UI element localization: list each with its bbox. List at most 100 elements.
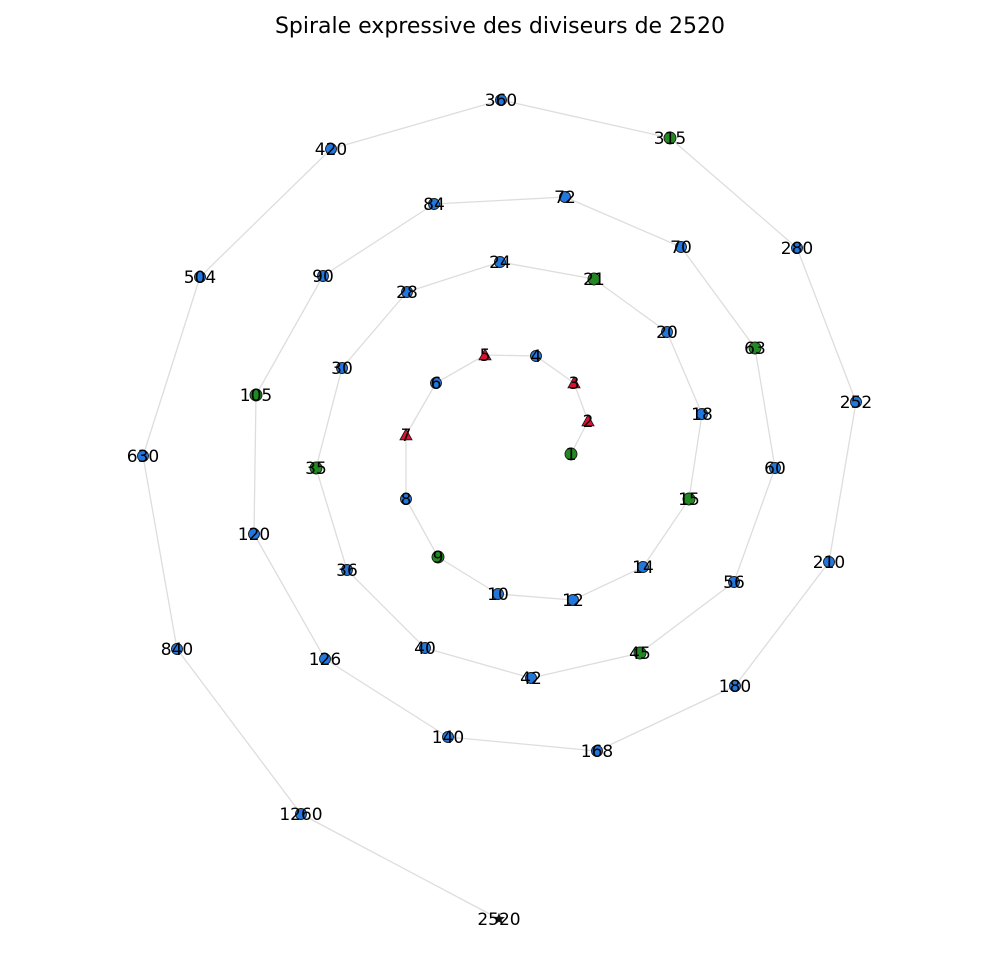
spiral-path xyxy=(142,99,857,920)
spiral-segment xyxy=(499,261,595,280)
point-marker-315 xyxy=(663,131,677,145)
point-marker-280 xyxy=(791,242,803,254)
point-marker-840 xyxy=(171,643,183,655)
point-label-10: 10 xyxy=(487,585,509,605)
point-marker-9 xyxy=(431,550,445,564)
point-marker-126 xyxy=(319,653,331,665)
point-marker-15 xyxy=(682,492,696,506)
point-marker-60 xyxy=(769,462,781,474)
spiral-segment xyxy=(300,813,500,920)
spiral-segment xyxy=(433,196,566,205)
point-label-6: 6 xyxy=(431,374,442,394)
point-marker-1260 xyxy=(295,808,307,820)
point-label-70: 70 xyxy=(670,238,692,258)
spiral-segment xyxy=(680,246,756,349)
point-label-420: 420 xyxy=(315,140,347,160)
point-label-315: 315 xyxy=(654,129,686,149)
point-label-8: 8 xyxy=(401,490,412,510)
point-label-105: 105 xyxy=(240,386,272,406)
point-label-3: 3 xyxy=(569,374,580,394)
chart-title: Spirale expressive des diviseurs de 2520 xyxy=(275,14,725,39)
spiral-segment xyxy=(497,593,574,601)
point-label-40: 40 xyxy=(414,639,436,659)
point-marker-30 xyxy=(336,362,348,374)
spiral-segment xyxy=(596,685,736,752)
spiral-segment xyxy=(199,148,332,278)
point-label-360: 360 xyxy=(485,91,517,111)
spiral-segment xyxy=(406,261,501,293)
point-label-9: 9 xyxy=(433,548,444,568)
point-label-126: 126 xyxy=(309,650,341,670)
point-marker-14 xyxy=(637,561,649,573)
spiral-segment xyxy=(828,401,857,563)
spiral-segment xyxy=(253,533,326,660)
spiral-segment xyxy=(424,647,532,679)
spiral-segment xyxy=(405,498,439,558)
point-label-45: 45 xyxy=(629,644,651,664)
point-marker-3 xyxy=(567,376,581,389)
point-label-630: 630 xyxy=(127,447,159,467)
point-marker-18 xyxy=(696,408,708,420)
spiral-segment xyxy=(500,99,671,139)
spiral-segment xyxy=(330,99,502,150)
spiral-segment xyxy=(447,736,598,752)
point-label-840: 840 xyxy=(161,640,193,660)
spiral-segment xyxy=(405,382,437,436)
point-label-180: 180 xyxy=(719,677,751,697)
spiral-segment xyxy=(669,137,798,249)
point-label-28: 28 xyxy=(396,283,418,303)
point-marker-35 xyxy=(309,461,323,475)
point-label-1: 1 xyxy=(566,445,577,465)
spiral-segment xyxy=(688,413,703,500)
spiral-segment xyxy=(530,652,641,679)
spiral-segment xyxy=(484,354,537,357)
point-marker-5 xyxy=(478,348,492,361)
point-marker-140 xyxy=(442,731,454,743)
point-marker-10 xyxy=(492,588,504,600)
spiral-segment xyxy=(322,203,435,277)
point-marker-8 xyxy=(400,493,412,505)
point-label-20: 20 xyxy=(656,323,678,343)
spiral-segment xyxy=(754,347,776,469)
spiral-segment xyxy=(564,196,682,248)
point-label-30: 30 xyxy=(331,359,353,379)
point-marker-56 xyxy=(728,576,740,588)
point-marker-252 xyxy=(850,396,862,408)
point-marker-72 xyxy=(559,191,571,203)
point-label-4: 4 xyxy=(531,347,542,367)
spiral-segment xyxy=(666,331,703,415)
point-label-120: 120 xyxy=(238,525,270,545)
point-label-504: 504 xyxy=(184,268,216,288)
spiral-segment xyxy=(142,276,201,457)
point-marker-630 xyxy=(137,450,149,462)
point-marker-2 xyxy=(581,414,595,427)
point-label-252: 252 xyxy=(840,393,872,413)
point-marker-36 xyxy=(341,564,353,576)
point-label-60: 60 xyxy=(764,459,786,479)
spiral-segment xyxy=(341,291,408,369)
point-label-2520: 2520 xyxy=(477,910,520,930)
point-label-21: 21 xyxy=(583,270,605,290)
point-marker-210 xyxy=(823,556,835,568)
spiral-segment xyxy=(324,658,449,738)
point-label-84: 84 xyxy=(423,195,445,215)
point-label-168: 168 xyxy=(581,742,613,762)
spiral-segment xyxy=(346,569,426,649)
point-marker-40 xyxy=(419,642,431,654)
spiral-segment xyxy=(253,394,257,535)
spiral-segment xyxy=(315,367,343,469)
point-marker-504 xyxy=(194,271,206,283)
spiral-segment xyxy=(142,455,178,650)
point-marker-4 xyxy=(530,350,542,362)
spiral-segment xyxy=(642,498,690,568)
point-label-1260: 1260 xyxy=(279,805,322,825)
point-marker-180 xyxy=(729,680,741,692)
point-label-7: 7 xyxy=(401,426,412,446)
point-label-280: 280 xyxy=(781,239,813,259)
spiral-segment xyxy=(255,275,324,396)
point-marker-2520 xyxy=(493,912,505,925)
point-marker-42 xyxy=(525,672,537,684)
point-label-14: 14 xyxy=(632,558,654,578)
spiral-segment xyxy=(796,247,857,403)
